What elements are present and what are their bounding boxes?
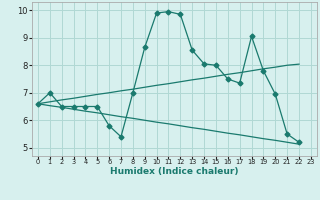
- X-axis label: Humidex (Indice chaleur): Humidex (Indice chaleur): [110, 167, 239, 176]
